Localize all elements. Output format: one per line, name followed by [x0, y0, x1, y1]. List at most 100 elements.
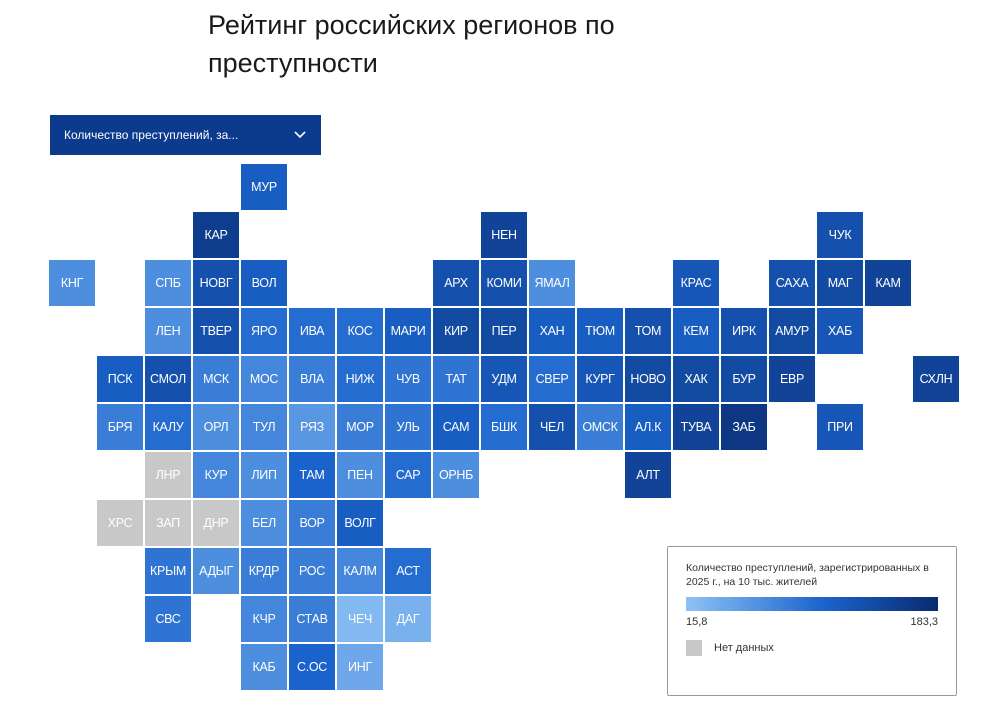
region-tile-71[interactable]: ЗАП [145, 500, 191, 546]
region-tile-26[interactable]: ТОМ [625, 308, 671, 354]
region-tile-2[interactable]: КАР [193, 212, 239, 258]
region-tile-28[interactable]: ИРК [721, 308, 767, 354]
region-tile-62[interactable]: ЛНР [145, 452, 191, 498]
region-tile-89[interactable]: ИНГ [337, 644, 383, 690]
region-tile-17[interactable]: ТВЕР [193, 308, 239, 354]
region-tile-66[interactable]: ПЕН [337, 452, 383, 498]
region-tile-86[interactable]: ДАГ [385, 596, 431, 642]
region-tile-10[interactable]: КОМИ [481, 260, 527, 306]
chevron-down-icon [293, 128, 307, 142]
region-tile-79[interactable]: РОС [289, 548, 335, 594]
legend-max-label: 183,3 [910, 616, 938, 628]
region-tile-85[interactable]: ЧЕЧ [337, 596, 383, 642]
region-tile-15[interactable]: КАМ [865, 260, 911, 306]
region-tile-3[interactable]: НЕН [481, 212, 527, 258]
region-tile-65[interactable]: ТАМ [289, 452, 335, 498]
region-tile-42[interactable]: НОВО [625, 356, 671, 402]
region-tile-38[interactable]: ТАТ [433, 356, 479, 402]
region-tile-39[interactable]: УДМ [481, 356, 527, 402]
region-tile-1[interactable]: МУР [241, 164, 287, 210]
region-tile-73[interactable]: БЕЛ [241, 500, 287, 546]
region-tile-87[interactable]: КАБ [241, 644, 287, 690]
region-tile-70[interactable]: ХРС [97, 500, 143, 546]
region-tile-5[interactable]: КНГ [49, 260, 95, 306]
region-tile-46[interactable]: СХЛН [913, 356, 959, 402]
region-tile-74[interactable]: ВОР [289, 500, 335, 546]
region-tile-36[interactable]: НИЖ [337, 356, 383, 402]
region-tile-78[interactable]: КРДР [241, 548, 287, 594]
region-tile-43[interactable]: ХАК [673, 356, 719, 402]
region-tile-56[interactable]: ЧЕЛ [529, 404, 575, 450]
region-tile-82[interactable]: СВС [145, 596, 191, 642]
region-tile-81[interactable]: АСТ [385, 548, 431, 594]
region-tile-67[interactable]: САР [385, 452, 431, 498]
region-tile-8[interactable]: ВОЛ [241, 260, 287, 306]
region-tile-40[interactable]: СВЕР [529, 356, 575, 402]
legend-color-scale [686, 597, 938, 611]
region-tile-49[interactable]: ОРЛ [193, 404, 239, 450]
region-tile-83[interactable]: КЧР [241, 596, 287, 642]
legend-nodata-swatch [686, 640, 702, 656]
region-tile-29[interactable]: АМУР [769, 308, 815, 354]
region-tile-44[interactable]: БУР [721, 356, 767, 402]
region-tile-22[interactable]: КИР [433, 308, 479, 354]
region-tile-45[interactable]: ЕВР [769, 356, 815, 402]
region-tile-18[interactable]: ЯРО [241, 308, 287, 354]
region-tile-59[interactable]: ТУВА [673, 404, 719, 450]
region-tile-9[interactable]: АРХ [433, 260, 479, 306]
region-tile-34[interactable]: МОС [241, 356, 287, 402]
region-tile-58[interactable]: АЛ.К [625, 404, 671, 450]
region-tile-61[interactable]: ПРИ [817, 404, 863, 450]
region-tile-47[interactable]: БРЯ [97, 404, 143, 450]
region-tile-84[interactable]: СТАВ [289, 596, 335, 642]
region-tile-68[interactable]: ОРНБ [433, 452, 479, 498]
dropdown-selected-label: Количество преступлений, за... [64, 128, 239, 142]
region-tile-14[interactable]: МАГ [817, 260, 863, 306]
region-tile-63[interactable]: КУР [193, 452, 239, 498]
region-tile-76[interactable]: КРЫМ [145, 548, 191, 594]
region-tile-19[interactable]: ИВА [289, 308, 335, 354]
region-tile-33[interactable]: МСК [193, 356, 239, 402]
region-tile-75[interactable]: ВОЛГ [337, 500, 383, 546]
region-tile-4[interactable]: ЧУК [817, 212, 863, 258]
region-tile-80[interactable]: КАЛМ [337, 548, 383, 594]
page-title: Рейтинг российских регионов по преступно… [208, 10, 615, 78]
region-tile-11[interactable]: ЯМАЛ [529, 260, 575, 306]
region-tile-37[interactable]: ЧУВ [385, 356, 431, 402]
region-tile-30[interactable]: ХАБ [817, 308, 863, 354]
region-tile-88[interactable]: С.ОС [289, 644, 335, 690]
region-tile-21[interactable]: МАРИ [385, 308, 431, 354]
region-tile-6[interactable]: СПБ [145, 260, 191, 306]
region-tile-25[interactable]: ТЮМ [577, 308, 623, 354]
region-tile-24[interactable]: ХАН [529, 308, 575, 354]
region-tile-55[interactable]: БШК [481, 404, 527, 450]
region-tile-72[interactable]: ДНР [193, 500, 239, 546]
legend-nodata-label: Нет данных [714, 642, 774, 654]
region-tile-53[interactable]: УЛЬ [385, 404, 431, 450]
region-tile-60[interactable]: ЗАБ [721, 404, 767, 450]
region-tile-77[interactable]: АДЫГ [193, 548, 239, 594]
legend: Количество преступлений, зарегистрирован… [667, 546, 957, 696]
region-tile-48[interactable]: КАЛУ [145, 404, 191, 450]
region-tile-16[interactable]: ЛЕН [145, 308, 191, 354]
region-tile-51[interactable]: РЯЗ [289, 404, 335, 450]
region-tile-35[interactable]: ВЛА [289, 356, 335, 402]
legend-min-label: 15,8 [686, 616, 708, 628]
region-tile-13[interactable]: САХА [769, 260, 815, 306]
region-tile-41[interactable]: КУРГ [577, 356, 623, 402]
region-tile-52[interactable]: МОР [337, 404, 383, 450]
region-tile-64[interactable]: ЛИП [241, 452, 287, 498]
region-tile-31[interactable]: ПСК [97, 356, 143, 402]
region-tile-23[interactable]: ПЕР [481, 308, 527, 354]
region-tile-12[interactable]: КРАС [673, 260, 719, 306]
region-tile-7[interactable]: НОВГ [193, 260, 239, 306]
region-tile-20[interactable]: КОС [337, 308, 383, 354]
region-tile-57[interactable]: ОМСК [577, 404, 623, 450]
region-tile-54[interactable]: САМ [433, 404, 479, 450]
region-tile-32[interactable]: СМОЛ [145, 356, 191, 402]
indicator-dropdown[interactable]: Количество преступлений, за... [50, 115, 321, 155]
region-tile-50[interactable]: ТУЛ [241, 404, 287, 450]
region-tile-27[interactable]: КЕМ [673, 308, 719, 354]
region-tile-69[interactable]: АЛТ [625, 452, 671, 498]
